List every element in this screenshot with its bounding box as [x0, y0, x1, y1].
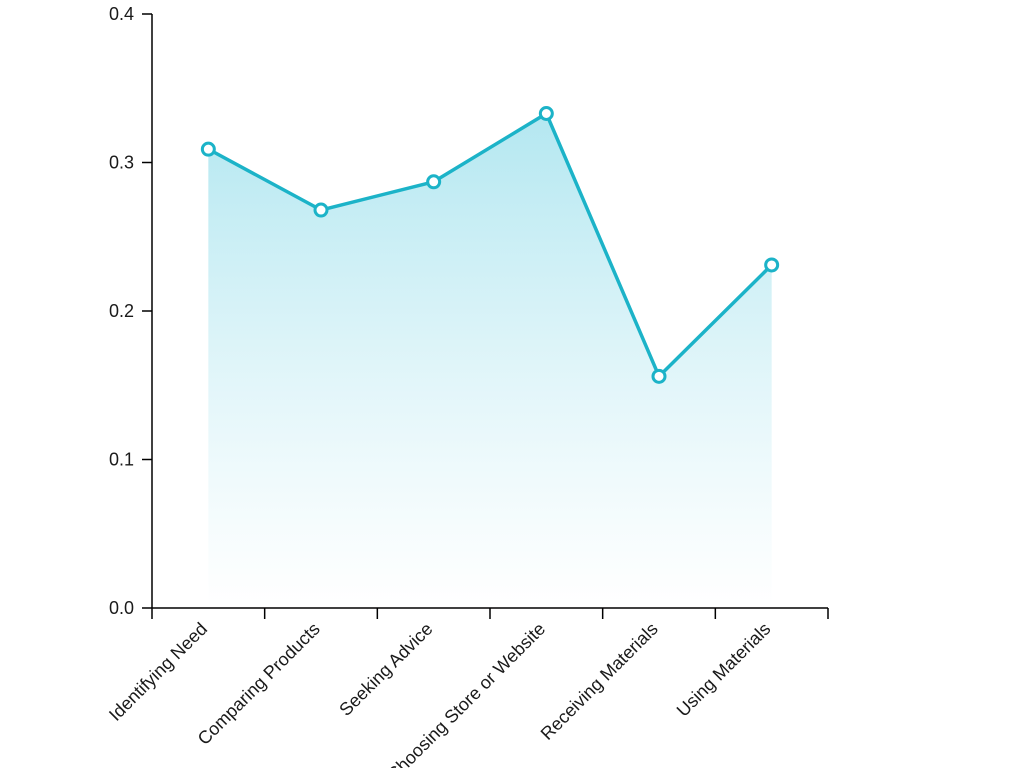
- y-tick-label: 0.0: [109, 598, 134, 618]
- data-point[interactable]: [200, 141, 216, 157]
- series-area: [208, 113, 772, 609]
- y-tick-label: 0.1: [109, 450, 134, 470]
- y-tick-label: 0.4: [109, 4, 134, 24]
- data-point[interactable]: [538, 105, 554, 121]
- y-tick-label: 0.3: [109, 153, 134, 173]
- plot-area: [200, 105, 780, 609]
- x-tick-label: Comparing Products: [194, 619, 324, 749]
- x-tick-label: Identifying Need: [105, 619, 211, 725]
- data-point[interactable]: [651, 368, 667, 384]
- y-tick-label: 0.2: [109, 301, 134, 321]
- x-tick-label: Receiving Materials: [537, 619, 662, 744]
- data-point[interactable]: [764, 257, 780, 273]
- x-tick-label: Seeking Advice: [335, 619, 436, 720]
- data-point[interactable]: [313, 202, 329, 218]
- data-point[interactable]: [426, 174, 442, 190]
- series-line: [207, 111, 773, 379]
- x-tick-label: Using Materials: [673, 619, 775, 721]
